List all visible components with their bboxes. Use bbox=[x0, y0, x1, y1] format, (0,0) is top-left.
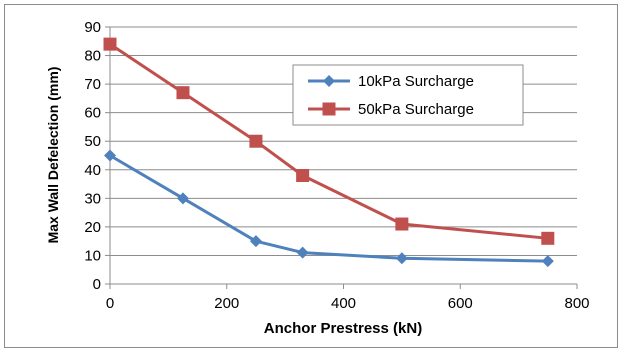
legend-swatch-marker bbox=[323, 75, 335, 87]
data-point bbox=[176, 86, 190, 100]
legend: 10kPa Surcharge 50kPa Surcharge bbox=[292, 64, 524, 126]
legend-swatch-marker bbox=[322, 102, 336, 116]
y-tick-labels: 0 10 20 30 40 50 60 70 80 90 bbox=[84, 19, 101, 293]
data-point bbox=[176, 192, 189, 205]
legend-label: 50kPa Surcharge bbox=[358, 101, 474, 118]
x-tick-label: 0 bbox=[106, 295, 114, 312]
y-tick-label: 60 bbox=[84, 105, 101, 122]
y-tick-label: 40 bbox=[84, 162, 101, 179]
gridlines bbox=[110, 26, 577, 256]
y-tick-label: 70 bbox=[84, 76, 101, 93]
data-point bbox=[541, 255, 554, 268]
y-tick-label: 20 bbox=[84, 219, 101, 236]
x-tick-label: 400 bbox=[331, 295, 356, 312]
x-tick-label: 200 bbox=[214, 295, 239, 312]
data-point bbox=[249, 235, 262, 248]
data-point bbox=[249, 134, 263, 148]
data-point bbox=[103, 37, 117, 51]
data-point bbox=[395, 252, 408, 265]
series-2 bbox=[103, 37, 555, 245]
data-point bbox=[296, 246, 309, 259]
data-point bbox=[296, 168, 310, 182]
data-point bbox=[541, 231, 555, 245]
y-tick-label: 80 bbox=[84, 48, 101, 65]
y-tick-label: 30 bbox=[84, 190, 101, 207]
x-tick-label: 800 bbox=[564, 295, 589, 312]
x-tick-label: 600 bbox=[448, 295, 473, 312]
y-tick-label: 10 bbox=[84, 247, 101, 264]
x-tick-labels: 0 200 400 600 800 bbox=[106, 295, 590, 312]
series-1 bbox=[104, 149, 554, 268]
data-point bbox=[395, 217, 409, 231]
legend-label: 10kPa Surcharge bbox=[358, 73, 474, 90]
x-axis-title: Anchor Prestress (kN) bbox=[264, 320, 422, 337]
series-line bbox=[109, 42, 548, 240]
series-group bbox=[103, 37, 555, 268]
y-tick-label: 90 bbox=[84, 19, 101, 36]
chart-frame bbox=[4, 4, 618, 348]
series-line bbox=[109, 154, 548, 263]
y-axis-title: Max Wall Defelection (mm) bbox=[45, 67, 61, 244]
y-tick-label: 0 bbox=[93, 276, 101, 293]
data-point bbox=[104, 149, 116, 162]
y-tick-label: 50 bbox=[84, 133, 101, 150]
